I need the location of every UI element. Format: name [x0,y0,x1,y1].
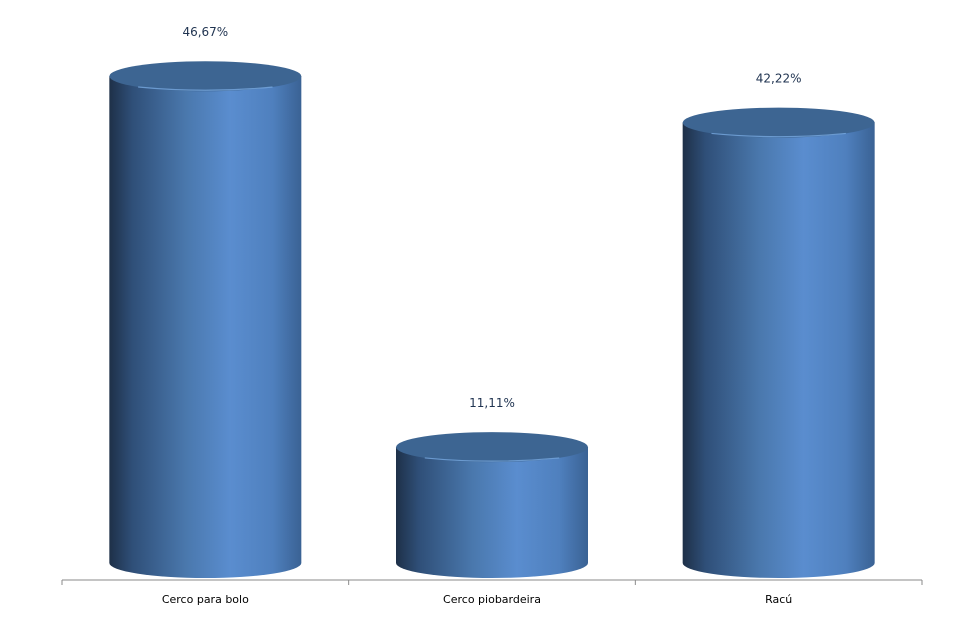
category-label: Racú [765,593,792,606]
x-ticks [61,580,923,585]
bar-1 [109,61,302,579]
category-label: Cerco para bolo [162,593,249,606]
bar-top-highlight [138,86,273,91]
data-label: 46,67% [182,25,228,39]
bars [109,61,875,579]
bar-top-highlight [424,457,560,462]
bar-top [682,107,875,138]
data-label: 11,11% [469,396,515,410]
bar-2 [396,432,588,578]
category-label: Cerco piobardeira [443,593,541,606]
bar-body [109,76,302,579]
data-label: 42,22% [756,72,802,86]
bar-top-highlight [711,132,846,138]
bar-top [109,61,302,92]
bar-body [682,122,875,579]
bar-top [396,432,588,463]
bar-3 [682,107,875,579]
bar-body [396,447,588,578]
